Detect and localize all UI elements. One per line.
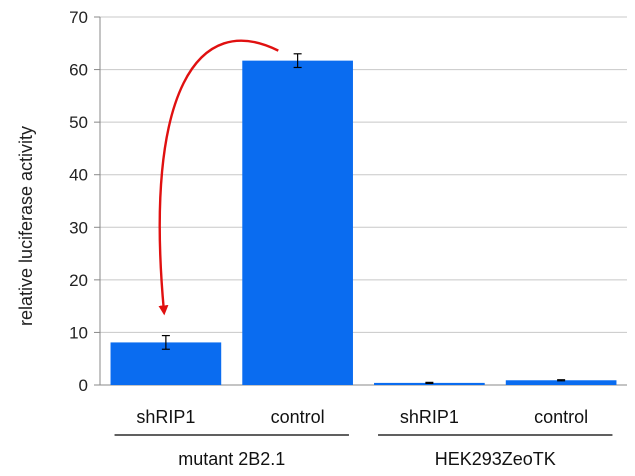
category-label: control [271, 407, 325, 427]
category-label: shRIP1 [400, 407, 459, 427]
y-tick-label: 40 [69, 166, 88, 185]
bar [505, 380, 617, 385]
y-tick-label: 20 [69, 271, 88, 290]
gridlines [94, 16, 627, 386]
error-bars [161, 53, 566, 385]
group-label: mutant 2B2.1 [178, 449, 285, 469]
category-labels: shRIP1 control shRIP1 control [136, 407, 588, 427]
y-tick-label: 50 [69, 113, 88, 132]
group-labels: mutant 2B2.1 HEK293ZeoTK [114, 434, 613, 469]
y-tick-label: 60 [69, 61, 88, 80]
red-arrow-annotation [158, 39, 279, 316]
category-label: control [534, 407, 588, 427]
y-tick-label: 70 [69, 8, 88, 27]
category-label: shRIP1 [136, 407, 195, 427]
y-tick-label: 0 [79, 376, 88, 395]
y-axis-label: relative luciferase activity [16, 126, 36, 326]
y-tick-label: 30 [69, 218, 88, 237]
y-tick-label: 10 [69, 323, 88, 342]
group-label: HEK293ZeoTK [435, 449, 556, 469]
y-axis-ticks: 0 10 20 30 40 50 60 70 [69, 8, 88, 395]
bars [110, 60, 617, 386]
bar [242, 60, 353, 386]
